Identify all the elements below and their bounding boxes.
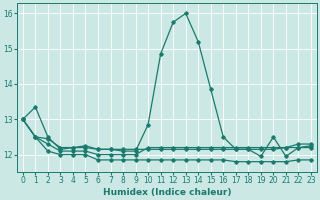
X-axis label: Humidex (Indice chaleur): Humidex (Indice chaleur) xyxy=(103,188,231,197)
